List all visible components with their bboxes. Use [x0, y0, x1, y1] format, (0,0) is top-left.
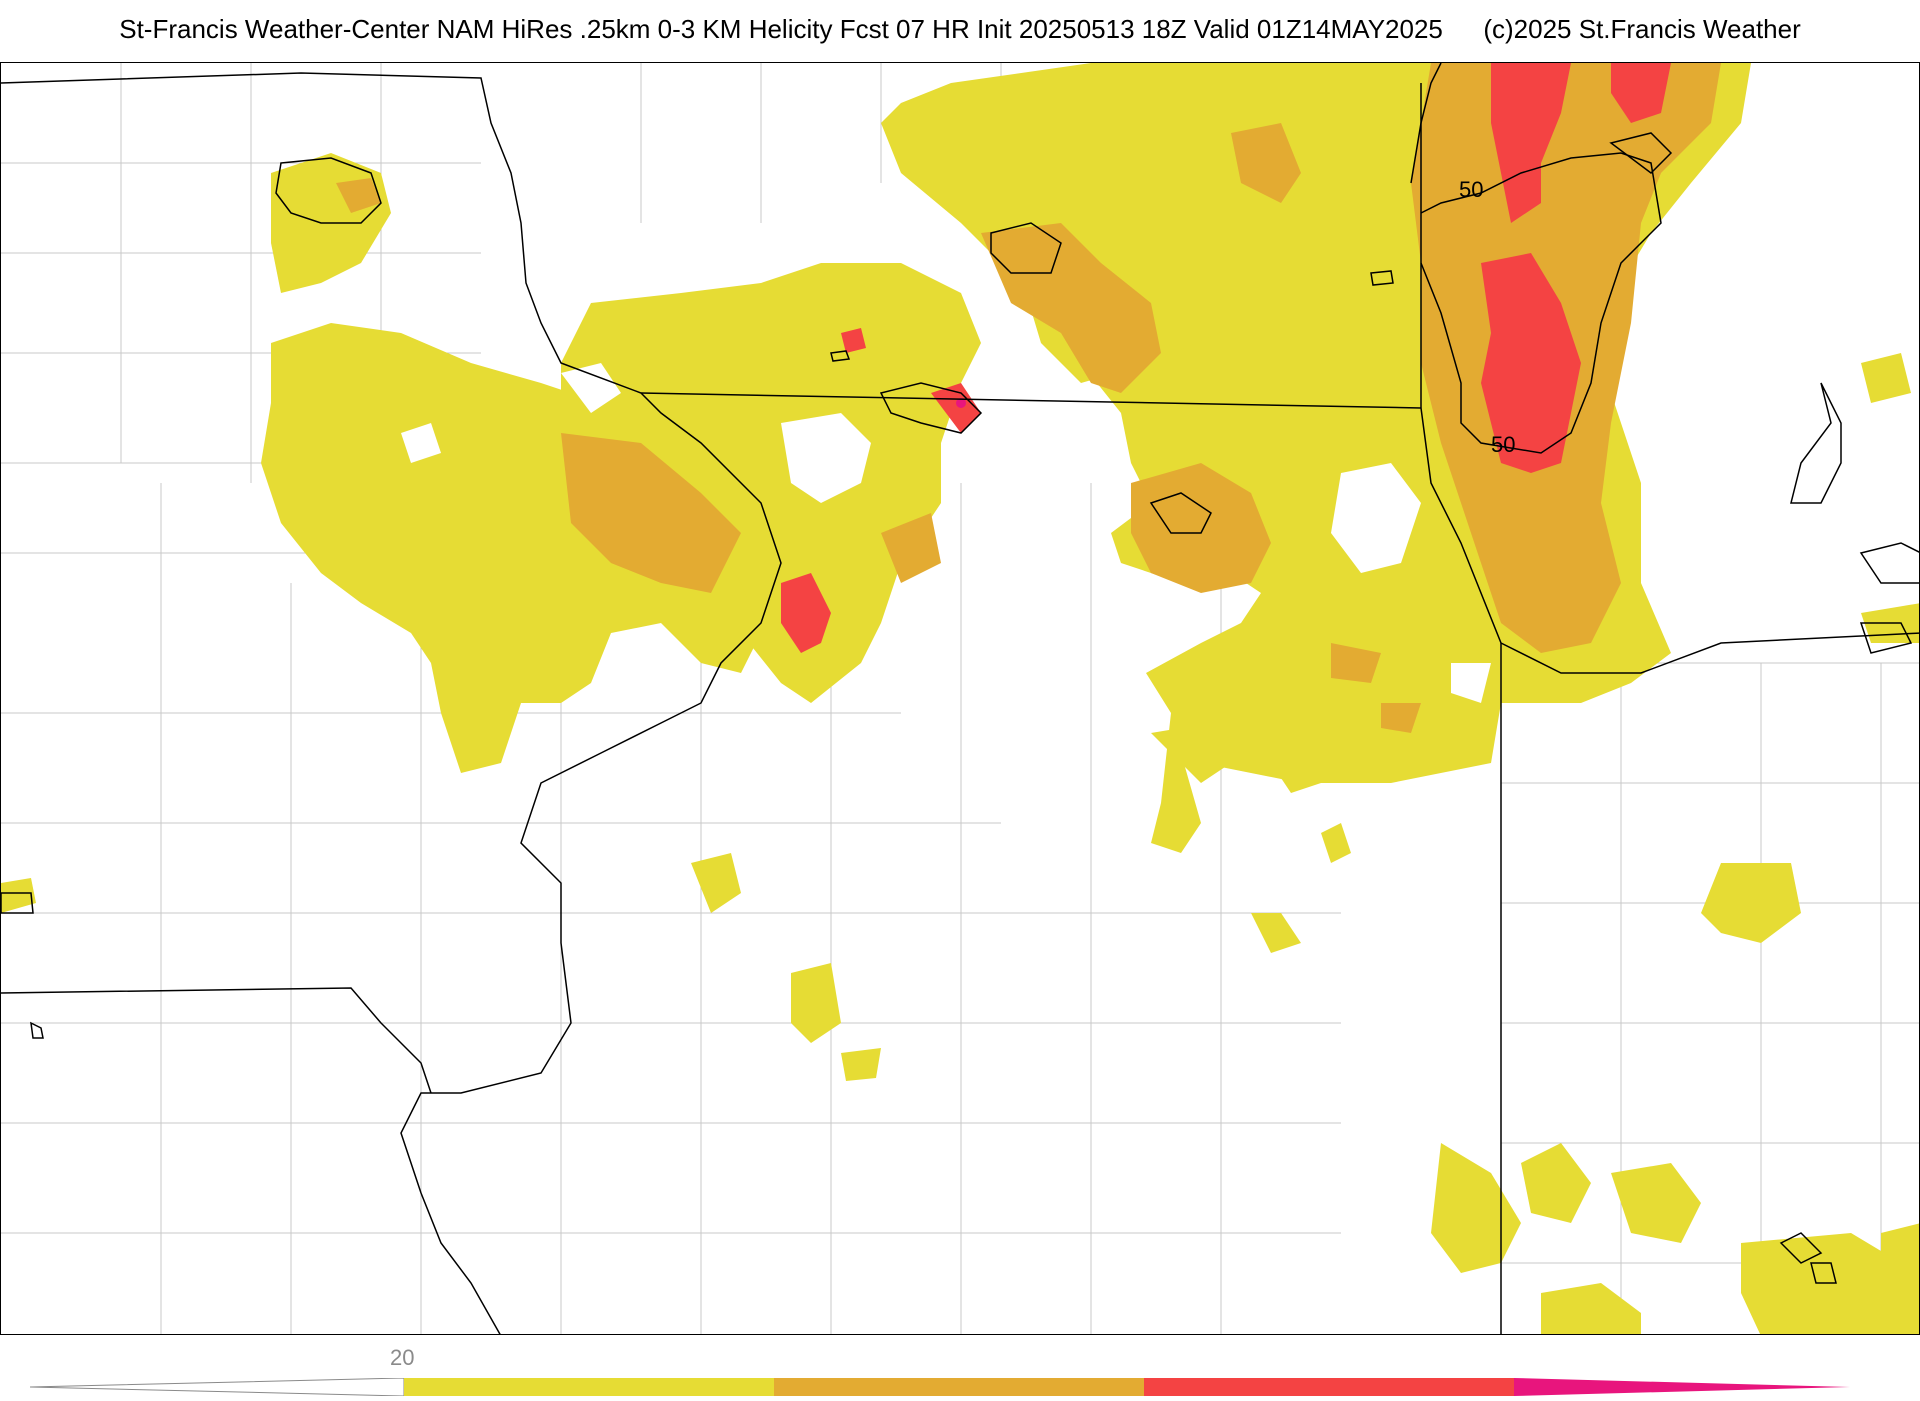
contour-label: 50 — [1491, 432, 1515, 457]
colorbar-tick-label: 20 — [390, 1345, 415, 1370]
map-title: St-Francis Weather-Center NAM HiRes .25k… — [0, 14, 1920, 45]
state-boundaries — [1, 63, 1919, 1334]
helicity-level-2 — [336, 63, 1721, 733]
contour-label: 50 — [1459, 177, 1483, 202]
colorbar-svg — [29, 1377, 1850, 1397]
colorbar — [29, 1377, 1850, 1397]
colorbar-segment — [1144, 1378, 1514, 1396]
colorbar-high-extend — [1514, 1378, 1850, 1396]
helicity-map: 50 50 — [0, 62, 1920, 1335]
helicity-level-3 — [781, 63, 1671, 653]
title-text: St-Francis Weather-Center NAM HiRes .25k… — [119, 14, 1443, 44]
helicity-level-4 — [956, 398, 966, 408]
colorbar-segment — [774, 1378, 1144, 1396]
map-canvas: 50 50 — [1, 63, 1919, 1334]
copyright-text: (c)2025 St.Francis Weather — [1483, 14, 1801, 44]
colorbar-low-extend — [29, 1377, 405, 1397]
colorbar-segment — [404, 1378, 774, 1396]
